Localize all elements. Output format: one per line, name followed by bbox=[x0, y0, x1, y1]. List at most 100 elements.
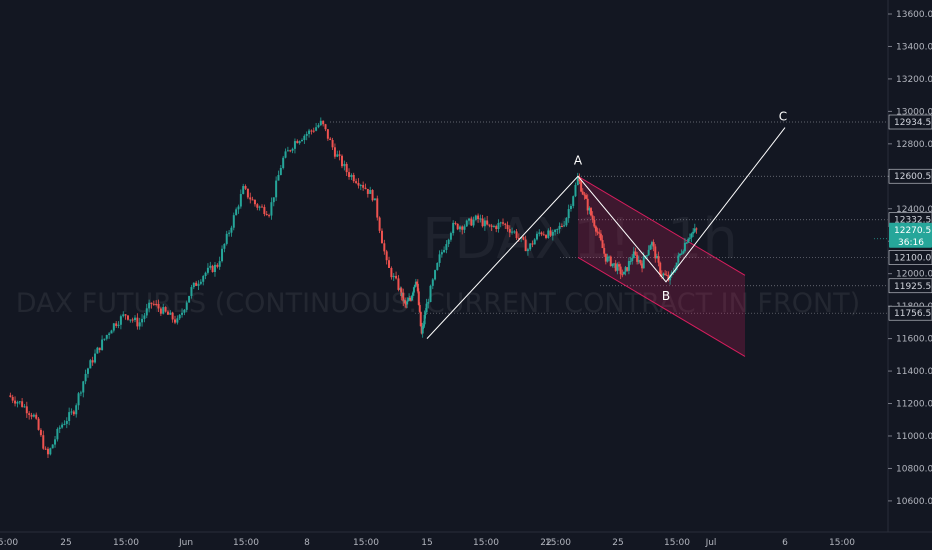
candle-body bbox=[416, 283, 419, 292]
candle-body bbox=[688, 237, 691, 239]
candle-body bbox=[665, 274, 668, 276]
candle-body bbox=[350, 174, 353, 177]
level-badge-label: 12600.5 bbox=[894, 172, 931, 182]
candle-body bbox=[627, 261, 630, 271]
candle-body bbox=[574, 184, 577, 197]
candle-body bbox=[596, 231, 599, 233]
candle-body bbox=[506, 224, 509, 230]
candle-body bbox=[141, 318, 144, 323]
candle-body bbox=[228, 232, 231, 234]
candle-body bbox=[429, 285, 432, 302]
candle-body bbox=[556, 228, 559, 230]
candle-body bbox=[333, 147, 336, 157]
candle-body bbox=[659, 262, 662, 275]
candle-body bbox=[427, 301, 430, 304]
candle-body bbox=[230, 227, 233, 233]
candle-body bbox=[447, 239, 450, 245]
time-tick-label: 6 bbox=[782, 538, 788, 548]
candle-body bbox=[272, 197, 275, 203]
candle-body bbox=[108, 333, 111, 336]
candle-body bbox=[256, 204, 259, 208]
channel-upper-line[interactable] bbox=[577, 175, 746, 276]
candle-body bbox=[565, 218, 568, 226]
candle-body bbox=[249, 197, 252, 200]
candle-body bbox=[436, 262, 439, 271]
candle-body bbox=[647, 249, 650, 256]
candle-body bbox=[678, 253, 681, 256]
candle-body bbox=[407, 300, 410, 302]
candle-body bbox=[434, 270, 437, 280]
current-price-badge[interactable] bbox=[889, 222, 932, 248]
candle-body bbox=[618, 264, 621, 267]
candle-body bbox=[502, 222, 505, 224]
wave-line[interactable] bbox=[426, 127, 786, 339]
candle-body bbox=[308, 130, 311, 134]
candle-body bbox=[357, 182, 360, 186]
candle-body bbox=[411, 292, 414, 296]
candle-body bbox=[646, 255, 649, 257]
time-tick-label: 15:00 bbox=[113, 538, 139, 548]
candle-body bbox=[221, 248, 224, 262]
candle-body bbox=[322, 120, 325, 125]
candle-body bbox=[235, 209, 238, 216]
candle-body bbox=[124, 314, 127, 316]
level-badge[interactable] bbox=[888, 168, 932, 184]
candle-body bbox=[535, 233, 538, 240]
time-tick-label: Jul bbox=[705, 538, 717, 548]
candle-body bbox=[576, 177, 579, 185]
candle-body bbox=[355, 181, 358, 183]
price-tick-label: 12800.0 bbox=[896, 140, 932, 150]
candle-body bbox=[542, 234, 545, 236]
candle-body bbox=[380, 230, 383, 244]
price-tick-label: 11200.0 bbox=[896, 400, 932, 410]
candle-body bbox=[422, 324, 425, 327]
candle-body bbox=[567, 209, 570, 219]
level-badge[interactable] bbox=[888, 250, 932, 265]
candle-body bbox=[413, 284, 416, 288]
candle-body bbox=[488, 224, 491, 226]
level-badge[interactable] bbox=[888, 278, 932, 294]
wave-pattern[interactable]: A B C bbox=[426, 110, 787, 339]
price-tick-label: 13400.0 bbox=[896, 42, 932, 52]
candle-body bbox=[608, 256, 611, 258]
candle-body bbox=[237, 206, 240, 210]
candle-body bbox=[690, 233, 693, 238]
candle-body bbox=[677, 255, 680, 263]
price-axis[interactable]: 13600.0 13400.0 13200.0 13000.0 12800.0 12600… bbox=[874, 0, 932, 532]
candle-body bbox=[110, 330, 113, 334]
channel-lower-line[interactable] bbox=[577, 257, 746, 357]
candle-body bbox=[72, 411, 75, 415]
candle-body bbox=[385, 251, 388, 261]
candle-body bbox=[695, 228, 698, 230]
candle-body bbox=[364, 187, 367, 189]
candle-body bbox=[601, 240, 604, 249]
candle-body bbox=[296, 141, 299, 144]
level-badge[interactable] bbox=[888, 114, 932, 130]
candle-body bbox=[465, 220, 468, 227]
candle-body bbox=[642, 256, 645, 269]
candle-body bbox=[105, 335, 108, 339]
candle-body bbox=[340, 155, 343, 167]
candle-body bbox=[547, 230, 550, 238]
candle-body bbox=[56, 428, 59, 440]
candle-body bbox=[515, 231, 518, 238]
time-tick-label: 15:00 bbox=[233, 538, 259, 548]
candle-body bbox=[209, 265, 212, 268]
candle-body bbox=[483, 220, 486, 227]
candle-body bbox=[9, 395, 12, 397]
candle-body bbox=[410, 295, 413, 301]
candle-body bbox=[199, 281, 202, 284]
level-badge[interactable] bbox=[888, 305, 932, 321]
candle-body bbox=[23, 406, 26, 408]
candle-body bbox=[362, 185, 365, 188]
candle-body bbox=[117, 324, 120, 326]
candle-body bbox=[603, 248, 606, 254]
price-channel[interactable] bbox=[577, 175, 746, 357]
candle-body bbox=[622, 271, 625, 275]
candle-body bbox=[383, 243, 386, 252]
candle-body bbox=[586, 198, 589, 211]
channel-fill bbox=[578, 176, 745, 357]
